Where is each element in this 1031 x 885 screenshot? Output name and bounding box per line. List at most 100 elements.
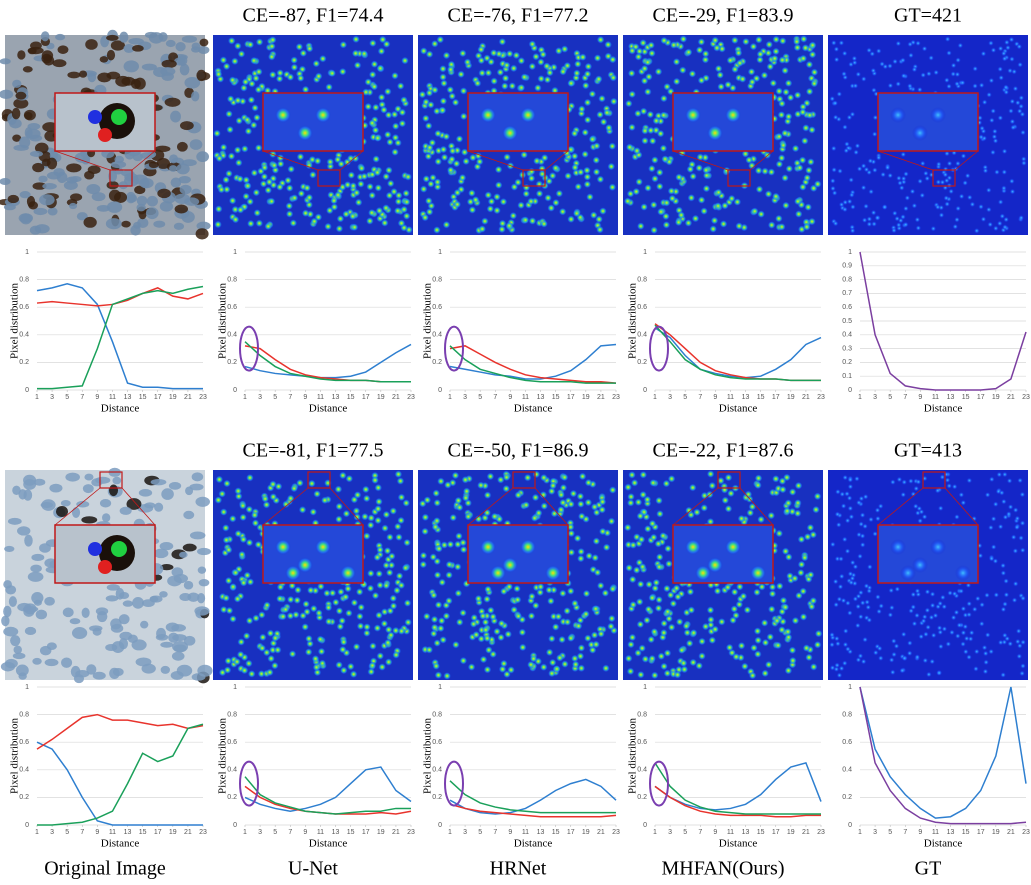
density-dot: [890, 669, 896, 675]
density-dot: [608, 183, 616, 191]
density-dot: [569, 490, 577, 498]
density-dot: [986, 207, 992, 213]
density-dot: [549, 659, 557, 667]
density-dot: [442, 133, 450, 141]
image-panel: [418, 470, 618, 680]
density-dot: [650, 226, 658, 234]
density-dot: [243, 571, 251, 579]
zoom-peak: [502, 125, 518, 141]
density-dot: [628, 633, 636, 641]
density-dot: [459, 49, 467, 57]
density-dot: [367, 521, 375, 529]
x-tick-label: 13: [124, 829, 132, 836]
x-tick-label: 21: [597, 829, 605, 836]
density-dot: [576, 492, 584, 500]
cell: [197, 548, 211, 555]
density-dot: [234, 487, 242, 495]
density-dot: [342, 593, 350, 601]
series-line: [245, 767, 411, 811]
density-dot: [522, 501, 530, 509]
density-dot: [847, 198, 853, 204]
density-dot: [282, 605, 290, 613]
density-dot: [972, 66, 978, 72]
x-tick-label: 17: [362, 829, 370, 836]
density-dot: [214, 220, 222, 228]
cell: [69, 203, 77, 209]
density-dot: [773, 617, 781, 625]
density-dot: [660, 619, 668, 627]
density-dot: [517, 57, 525, 65]
density-dot: [781, 67, 789, 75]
density-dot: [214, 496, 222, 504]
x-tick-label: 15: [139, 829, 147, 836]
density-dot: [610, 97, 618, 105]
x-tick-label: 7: [493, 829, 497, 836]
density-dot: [650, 533, 658, 541]
density-dot: [373, 169, 381, 177]
cell: [151, 479, 167, 485]
density-dot: [833, 114, 839, 120]
density-dot: [229, 615, 237, 623]
density-dot: [741, 662, 749, 670]
density-dot: [308, 480, 316, 488]
density-dot: [252, 614, 260, 622]
cell: [28, 201, 38, 209]
density-dot: [508, 82, 516, 90]
density-dot: [851, 55, 857, 61]
cell: [3, 606, 11, 618]
density-dot: [579, 472, 587, 480]
density-dot: [944, 77, 950, 83]
density-dot: [858, 590, 864, 596]
series-line: [37, 284, 203, 389]
density-dot: [430, 591, 438, 599]
density-dot: [888, 587, 894, 593]
density-dot: [850, 560, 856, 566]
density-dot: [367, 569, 375, 577]
marker-green: [111, 541, 127, 557]
density-dot: [930, 226, 936, 232]
marker-blue: [88, 110, 102, 124]
y-axis-label: Pixel distribution: [627, 282, 639, 359]
density-dot: [403, 198, 411, 206]
zoom-peak: [930, 107, 946, 123]
y-tick-label: 1: [438, 684, 442, 691]
density-dot: [700, 504, 708, 512]
density-dot: [488, 197, 496, 205]
density-dot: [1019, 670, 1025, 676]
density-dot: [435, 545, 443, 553]
density-dot: [914, 654, 920, 660]
density-dot: [318, 647, 326, 655]
density-dot: [896, 476, 902, 482]
density-dot: [382, 511, 390, 519]
density-dot: [605, 124, 613, 132]
cell: [41, 499, 55, 511]
density-dot: [434, 671, 442, 679]
density-dot: [567, 587, 575, 595]
density-dot: [926, 671, 932, 677]
density-dot: [829, 632, 835, 638]
density-dot: [500, 587, 508, 595]
cell: [23, 66, 33, 72]
density-dot: [225, 170, 233, 178]
cell: [131, 79, 141, 89]
x-tick-label: 23: [407, 829, 415, 836]
density-dot: [992, 128, 998, 134]
density-dot: [335, 515, 343, 523]
density-dot: [555, 190, 563, 198]
density-dot: [347, 171, 355, 179]
panel-title: CE=-50, F1=86.9: [448, 440, 589, 462]
density-dot: [660, 95, 668, 103]
density-dot: [597, 630, 605, 638]
density-dot: [814, 180, 822, 188]
density-dot: [226, 607, 234, 615]
density-dot: [514, 612, 522, 620]
density-dot: [1005, 45, 1011, 51]
density-dot: [581, 128, 589, 136]
density-dot: [667, 187, 675, 195]
x-axis-label: Distance: [101, 403, 140, 415]
density-dot: [997, 66, 1003, 72]
cell: [195, 497, 209, 507]
density-dot: [901, 631, 907, 637]
density-dot: [687, 194, 695, 202]
density-dot: [522, 190, 530, 198]
